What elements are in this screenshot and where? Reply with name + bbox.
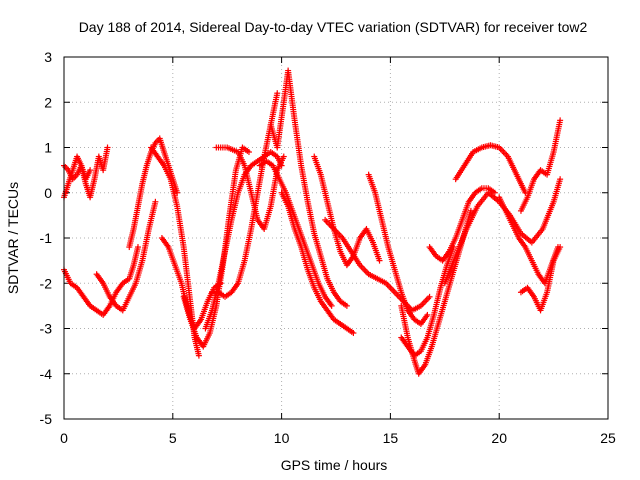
data-point <box>557 176 564 183</box>
x-tick-label: 5 <box>169 430 177 446</box>
data-point <box>491 189 498 196</box>
data-point <box>350 330 357 337</box>
y-tick-label: -2 <box>40 275 53 291</box>
y-tick-label: -3 <box>40 321 53 337</box>
data-point <box>376 257 383 264</box>
axis-ticks: 0 5 10 15 20 25 -5 -4 -3 -2 -1 0 1 2 3 <box>40 49 616 446</box>
data-point <box>274 90 281 97</box>
x-tick-label: 20 <box>491 430 507 446</box>
data-point <box>467 207 474 214</box>
data-point <box>328 302 335 309</box>
x-tick-label: 10 <box>274 430 290 446</box>
x-tick-label: 25 <box>600 430 616 446</box>
plot-frame <box>63 56 609 420</box>
data-point <box>557 117 564 124</box>
data-point <box>134 244 141 251</box>
y-tick-label: -4 <box>40 366 53 382</box>
data-point <box>424 311 431 318</box>
data-point <box>557 244 564 251</box>
data-point <box>280 153 287 160</box>
data-point <box>152 198 159 205</box>
y-tick-label: 1 <box>44 140 52 156</box>
y-axis-label: SDTVAR / TECUs <box>5 182 21 294</box>
data-point <box>426 293 433 300</box>
data-point <box>343 302 350 309</box>
y-tick-label: 0 <box>44 185 52 201</box>
x-tick-label: 0 <box>60 430 68 446</box>
x-tick-label: 15 <box>383 430 399 446</box>
y-tick-label: 2 <box>44 94 52 110</box>
y-tick-label: 3 <box>44 49 52 65</box>
x-axis-label: GPS time / hours <box>281 457 388 473</box>
y-tick-label: -1 <box>40 230 53 246</box>
data-point <box>104 144 111 151</box>
y-tick-label: -5 <box>40 411 53 427</box>
data-point <box>245 149 252 156</box>
data-point <box>174 189 181 196</box>
data-point <box>195 352 202 359</box>
data-point <box>87 167 94 174</box>
chart-title: Day 188 of 2014, Sidereal Day-to-day VTE… <box>79 19 588 35</box>
data-points <box>61 67 564 377</box>
